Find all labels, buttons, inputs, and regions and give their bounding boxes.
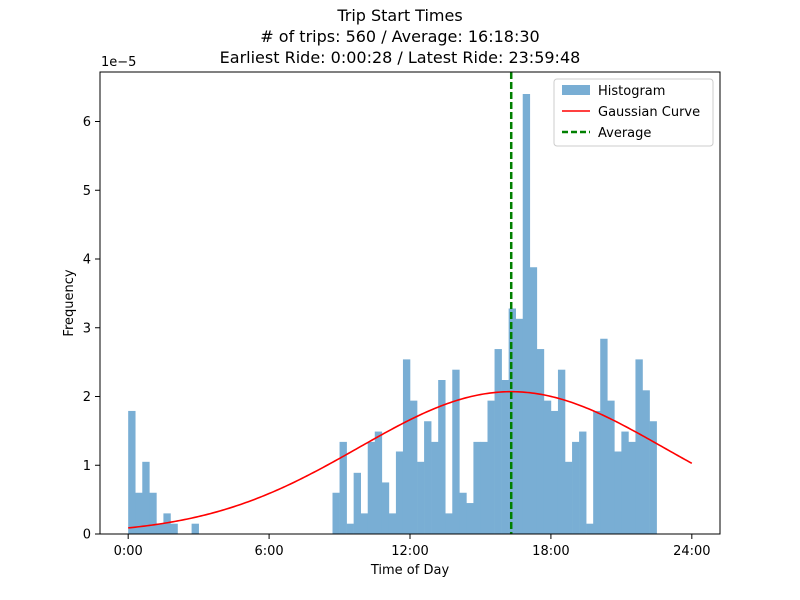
y-axis: 0 1 2 3 4 5 6 — [83, 115, 100, 543]
x-tick-label: 24:00 — [673, 544, 710, 559]
legend-box — [553, 78, 714, 147]
histogram-bar — [642, 390, 650, 534]
x-tick-label: 18:00 — [532, 544, 569, 559]
histogram-bar — [593, 410, 601, 534]
histogram-bar — [515, 318, 524, 534]
histogram-bar — [135, 492, 143, 534]
histogram-bar — [452, 369, 460, 534]
histogram-bar — [487, 400, 495, 535]
histogram-bar — [459, 492, 467, 534]
histogram-bar — [522, 94, 531, 534]
legend-histogram-label: Histogram — [598, 84, 665, 99]
legend: Histogram Gaussian Curve Average — [553, 78, 714, 147]
histogram-bar — [494, 349, 502, 534]
histogram-bar — [170, 523, 178, 534]
histogram-bar — [163, 513, 171, 535]
histogram-bar — [635, 359, 643, 535]
x-axis: 0:00 6:00 12:00 18:00 24:00 — [114, 534, 711, 559]
histogram-bar — [649, 421, 657, 534]
histogram-bar — [621, 431, 629, 534]
legend-histogram-swatch — [562, 85, 590, 95]
histogram-bar — [381, 482, 390, 534]
histogram-bar — [128, 410, 136, 534]
histogram-bar — [339, 441, 347, 535]
y-tick-label: 5 — [83, 184, 91, 199]
histogram-bar — [395, 451, 404, 534]
histogram-bar — [607, 400, 615, 535]
x-tick-label: 0:00 — [114, 544, 143, 559]
histogram-bar — [424, 421, 432, 534]
histogram-bar — [417, 461, 425, 534]
histogram-bar — [388, 513, 397, 535]
chart-title: Trip Start Times — [337, 6, 463, 25]
histogram-bar — [586, 523, 594, 534]
y-tick-label: 0 — [83, 528, 91, 543]
histogram-bar — [543, 400, 552, 535]
y-tick-label: 4 — [83, 253, 91, 268]
histogram-bar — [614, 451, 622, 534]
gaussian-curve-layer — [128, 390, 693, 529]
histogram-bar — [628, 441, 636, 535]
histogram-bar — [402, 359, 411, 535]
y-tick-label: 1 — [83, 459, 91, 474]
histogram-bar — [501, 380, 509, 534]
gaussian-curve-line — [128, 390, 693, 529]
histogram-bar — [473, 441, 481, 535]
histogram-bar — [191, 523, 199, 534]
chart-subtitle-trips: # of trips: 560 / Average: 16:18:30 — [260, 27, 540, 46]
histogram-bar — [480, 441, 488, 535]
histogram-bar — [565, 461, 573, 534]
histogram-bar — [445, 513, 453, 535]
histogram-bar — [353, 472, 361, 534]
histogram-bar — [536, 349, 545, 534]
histogram-bar — [572, 441, 580, 535]
histogram-bar — [332, 492, 340, 534]
histogram-bar — [346, 523, 354, 534]
chart-subtitle-rides: Earliest Ride: 0:00:28 / Latest Ride: 23… — [219, 48, 581, 67]
histogram-bar — [142, 461, 150, 534]
histogram-bar — [410, 400, 418, 535]
y-axis-label: Frequency — [62, 269, 77, 336]
histogram-bar — [550, 410, 559, 534]
histogram-bar — [156, 523, 164, 534]
legend-gaussian-label: Gaussian Curve — [598, 105, 700, 120]
y-scale-offset-label: 1e−5 — [101, 55, 136, 70]
histogram-bars — [128, 94, 657, 535]
y-tick-label: 6 — [83, 115, 91, 130]
histogram-bar — [466, 503, 474, 534]
x-tick-label: 12:00 — [391, 544, 428, 559]
histogram-bar — [557, 369, 566, 534]
y-tick-label: 2 — [83, 390, 91, 405]
histogram-bar — [579, 431, 587, 534]
histogram-bar — [367, 441, 376, 535]
histogram-bar — [438, 380, 446, 534]
histogram-bar — [431, 441, 439, 535]
x-axis-label: Time of Day — [370, 563, 450, 578]
histogram-bar — [360, 513, 369, 535]
histogram-bar — [529, 267, 538, 534]
histogram-bar — [149, 492, 157, 534]
legend-average-label: Average — [598, 126, 651, 141]
histogram-bar — [374, 431, 383, 534]
y-tick-label: 3 — [83, 321, 91, 336]
histogram-bar — [600, 338, 608, 534]
x-tick-label: 6:00 — [254, 544, 283, 559]
histogram-bar — [508, 308, 516, 534]
